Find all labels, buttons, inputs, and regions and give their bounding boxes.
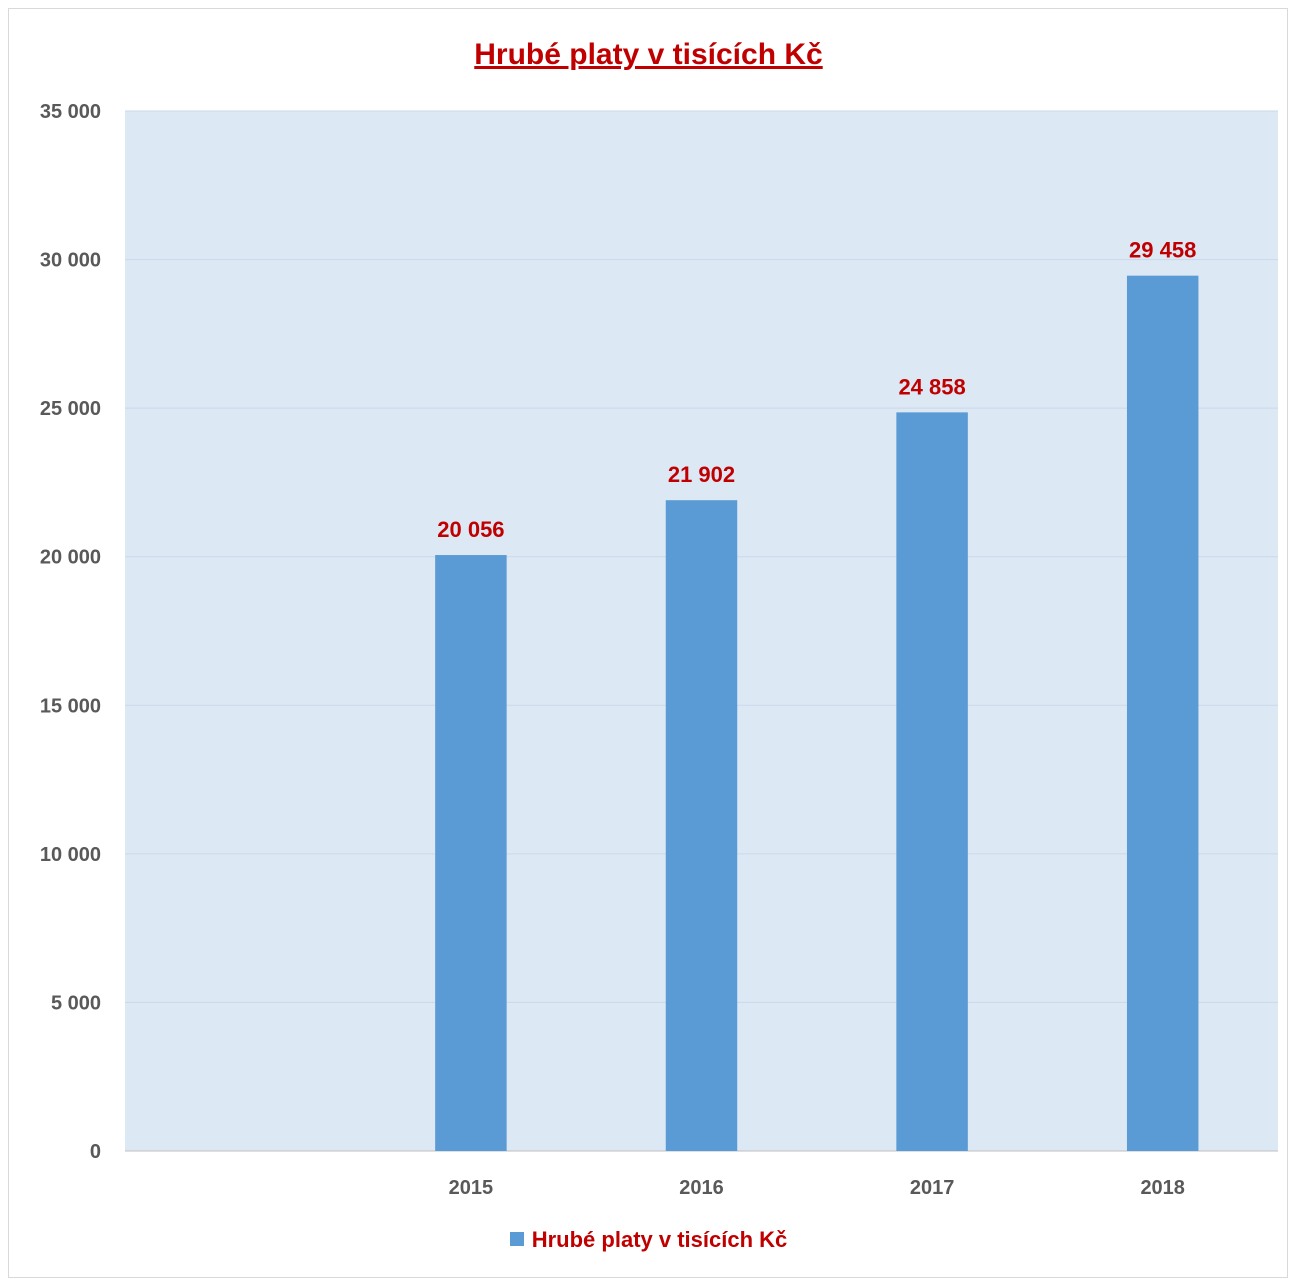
y-tick-label: 30 000 <box>40 250 101 272</box>
x-tick-label: 2017 <box>910 1177 955 1199</box>
y-tick-label: 25 000 <box>40 398 101 420</box>
x-tick-label: 2015 <box>449 1177 494 1199</box>
y-tick-label: 20 000 <box>40 547 101 569</box>
y-tick-label: 10 000 <box>40 844 101 866</box>
legend-swatch <box>509 1232 524 1246</box>
legend: Hrubé platy v tisících Kč <box>0 1227 1297 1253</box>
bar <box>1126 275 1199 1151</box>
y-tick-label: 15 000 <box>40 695 101 717</box>
x-tick-label: 2018 <box>1140 1177 1185 1199</box>
legend-label: Hrubé platy v tisících Kč <box>531 1227 788 1252</box>
bar <box>896 412 968 1151</box>
chart-title: Hrubé platy v tisících Kč <box>474 38 823 71</box>
y-tick-label: 5 000 <box>51 992 101 1014</box>
data-label: 29 458 <box>1129 238 1196 263</box>
data-label: 24 858 <box>898 374 965 399</box>
data-label: 20 056 <box>437 517 504 542</box>
y-tick-label: 0 <box>90 1141 101 1163</box>
data-label: 21 902 <box>668 462 735 487</box>
bar <box>665 500 738 1151</box>
x-tick-label: 2016 <box>679 1177 724 1199</box>
y-tick-label: 35 000 <box>40 101 101 123</box>
bar <box>435 555 507 1151</box>
